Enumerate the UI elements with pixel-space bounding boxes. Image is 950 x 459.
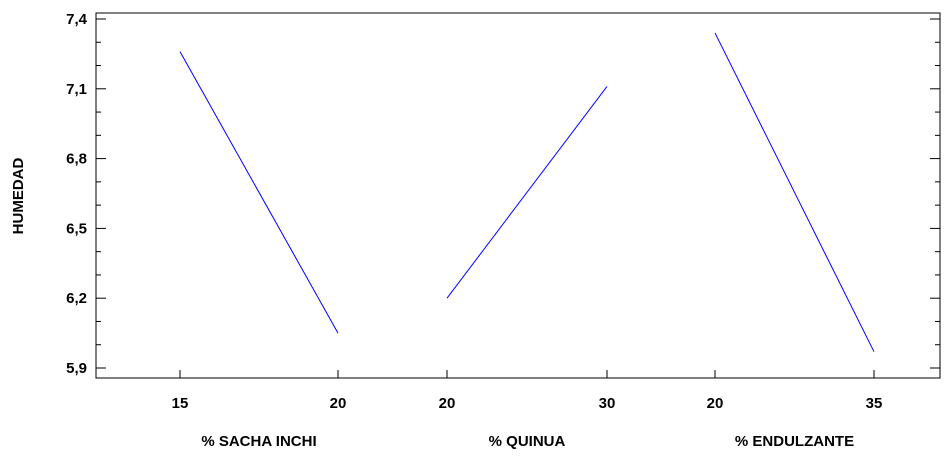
y-tick-label: 7,1 [66, 81, 87, 98]
x-tick-label: 35 [866, 395, 883, 412]
y-tick-label: 6,8 [66, 151, 87, 168]
x-axis-title-2: % QUINUA [489, 433, 566, 450]
y-axis: 5,9 6,2 6,5 6,8 7,1 7,4 [66, 11, 940, 377]
series-lines [179, 32, 875, 352]
x-axis-title-3: % ENDULZANTE [735, 433, 854, 450]
x-tick-label: 20 [439, 395, 456, 412]
x-tick-label: 20 [330, 395, 347, 412]
x-axis: 15 20 20 30 20 35 [172, 370, 883, 412]
x-axis-titles: % SACHA INCHI % QUINUA % ENDULZANTE [201, 433, 854, 450]
main-effect-line-1 [179, 51, 339, 334]
y-tick-label: 6,5 [66, 220, 87, 237]
x-tick-label: 30 [599, 395, 616, 412]
main-effect-line-2 [446, 86, 608, 299]
x-axis-title-1: % SACHA INCHI [201, 433, 316, 450]
main-effect-line-3 [714, 32, 875, 352]
y-axis-title: HUMEDAD [10, 158, 27, 235]
y-tick-label: 5,9 [66, 360, 87, 377]
y-tick-label: 7,4 [66, 11, 88, 28]
x-tick-label: 20 [707, 395, 724, 412]
y-tick-label: 6,2 [66, 290, 87, 307]
x-tick-label: 15 [172, 395, 189, 412]
plot-frame [95, 12, 941, 379]
